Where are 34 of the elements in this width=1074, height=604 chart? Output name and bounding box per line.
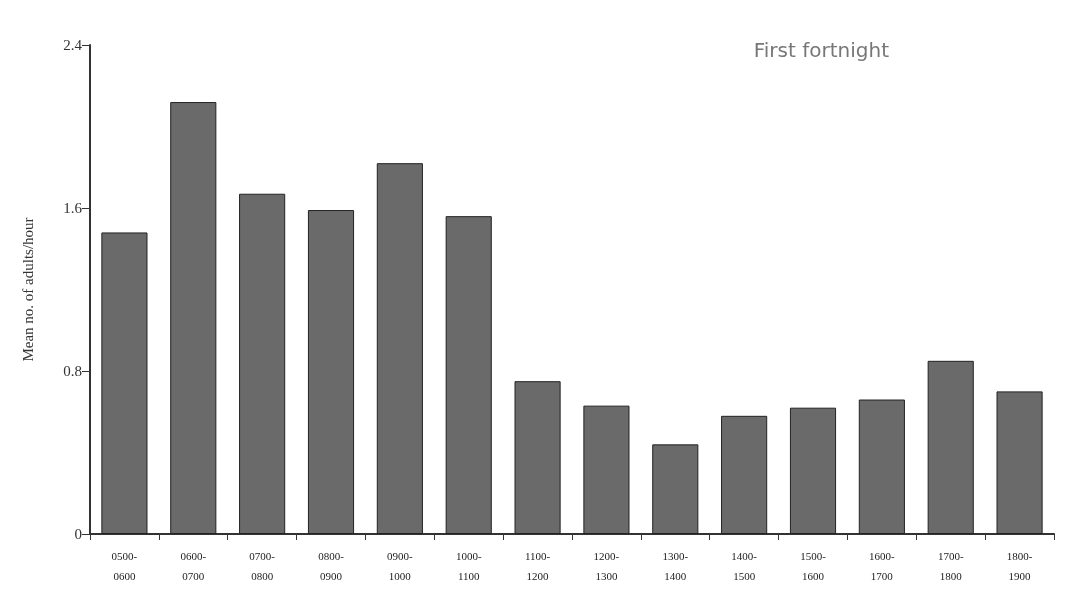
x-tick-label: 0500- 0600 [111, 550, 138, 582]
bar [583, 405, 630, 534]
y-axis-title: Mean no. of adults/hour [19, 217, 36, 362]
x-tick-label: 0600- 0700 [180, 550, 207, 582]
x-tick-label: 1000- 1100 [455, 550, 482, 582]
x-tick-label: 0700- 0800 [249, 550, 276, 582]
bar [170, 102, 217, 534]
x-tick-label: 1300- 1400 [662, 550, 689, 582]
bar [101, 232, 148, 534]
bar [376, 163, 423, 534]
bar [307, 210, 355, 534]
x-tick-label: 1400- 1500 [731, 550, 758, 582]
bar [789, 407, 837, 534]
chart-title: First fortnight [753, 38, 890, 62]
bar [858, 399, 905, 534]
x-tick-label: 1600- 1700 [869, 550, 896, 582]
x-tick-label: 1500- 1600 [800, 550, 827, 582]
bar [721, 415, 768, 534]
y-tick-label: 0.8 [63, 363, 82, 379]
bar [996, 391, 1043, 534]
bar [239, 193, 286, 534]
x-tick-label: 1200- 1300 [593, 550, 620, 582]
bar [652, 444, 699, 534]
bar [445, 216, 492, 534]
x-tick-label: 0800- 0900 [318, 550, 345, 582]
x-tick-label: 0900- 1000 [387, 550, 414, 582]
x-tick-label: 1800- 1900 [1006, 550, 1033, 582]
y-tick-label: 2.4 [63, 37, 83, 53]
bar [514, 381, 561, 534]
bar [927, 360, 974, 534]
x-tick-label: 1100- 1200 [524, 550, 551, 582]
x-tick-label: 1700- 1800 [937, 550, 964, 582]
y-tick-label: 0 [74, 526, 82, 542]
y-tick-label: 1.6 [63, 200, 83, 216]
